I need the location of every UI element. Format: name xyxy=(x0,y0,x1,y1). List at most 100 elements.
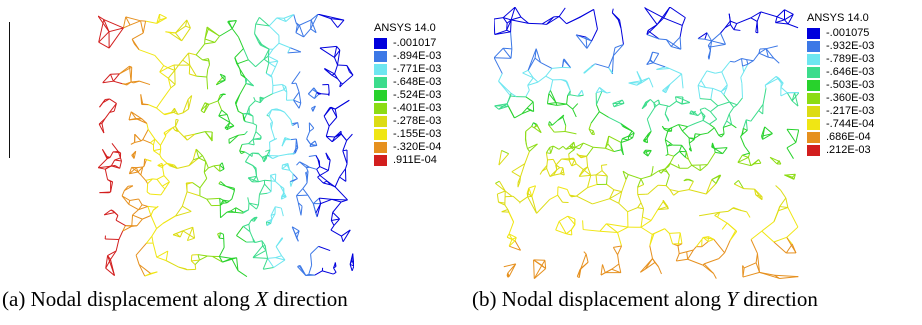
mesh-edge xyxy=(342,74,354,85)
mesh-edge xyxy=(184,133,195,137)
mesh-edge xyxy=(219,197,224,201)
mesh-edge xyxy=(701,241,709,248)
legend-item: -.001017 xyxy=(374,37,441,50)
mesh-edge xyxy=(213,165,221,172)
mesh-edge xyxy=(147,129,156,140)
mesh-edge xyxy=(681,145,687,153)
mesh-edge xyxy=(299,161,308,167)
mesh-edge xyxy=(514,113,523,119)
mesh-edge xyxy=(256,204,259,210)
mesh-edge xyxy=(762,88,767,105)
mesh-edge xyxy=(722,120,728,128)
mesh-edge xyxy=(265,62,270,74)
mesh-edge xyxy=(787,23,799,29)
mesh-edge xyxy=(660,168,666,174)
mesh-edge xyxy=(248,175,257,179)
mesh-edge xyxy=(236,226,244,236)
mesh-edge xyxy=(182,205,192,212)
mesh-edge xyxy=(702,237,709,242)
mesh-edge xyxy=(742,119,747,129)
mesh-edge xyxy=(583,229,600,232)
mesh-edge xyxy=(149,142,154,146)
mesh-edge xyxy=(764,77,780,86)
mesh-edge xyxy=(521,109,531,115)
mesh-edge xyxy=(283,18,287,22)
mesh-edge xyxy=(351,260,354,267)
mesh-edge xyxy=(566,103,573,110)
mesh-edge xyxy=(337,64,347,67)
legend-value: -.789E-03 xyxy=(826,53,875,65)
mesh-edge xyxy=(263,58,270,64)
mesh-edge xyxy=(293,14,297,23)
mesh-edge xyxy=(579,174,591,177)
mesh-edge xyxy=(718,252,725,259)
mesh-edge xyxy=(668,233,674,244)
mesh-edge xyxy=(640,175,651,180)
mesh-edge xyxy=(494,47,504,59)
mesh-edge xyxy=(135,242,147,256)
mesh-edge xyxy=(103,209,112,216)
mesh-edge xyxy=(752,52,760,62)
legend-rows: -.001017 -.894E-03 -.771E-03 -.648E-03 -.524… xyxy=(374,37,441,167)
mesh-edge xyxy=(248,143,255,146)
mesh-edge xyxy=(775,19,785,24)
mesh-edge xyxy=(613,149,622,153)
mesh-edge xyxy=(525,89,530,98)
mesh-edge xyxy=(104,212,115,216)
mesh-edge xyxy=(281,196,287,200)
mesh-edge xyxy=(737,161,752,167)
mesh-edge xyxy=(98,41,110,49)
mesh-edge xyxy=(104,169,109,180)
mesh-edge xyxy=(583,66,592,74)
mesh-edge xyxy=(101,149,108,159)
mesh-edge xyxy=(646,118,652,132)
legend-item: -.894E-03 xyxy=(374,50,441,63)
mesh-edge xyxy=(508,233,517,239)
mesh-edge xyxy=(612,99,623,104)
mesh-edge xyxy=(118,230,124,240)
mesh-edge xyxy=(169,32,182,42)
mesh-edge xyxy=(557,194,563,203)
mesh-edge xyxy=(234,57,238,65)
mesh-edge xyxy=(262,245,267,251)
mesh-edge xyxy=(706,32,713,42)
mesh-edge xyxy=(107,255,115,276)
mesh-edge xyxy=(689,147,692,151)
mesh-edge xyxy=(706,70,716,74)
mesh-edge xyxy=(223,93,226,95)
mesh-edge xyxy=(533,268,546,279)
mesh-edge xyxy=(156,256,167,262)
mesh-edge xyxy=(142,20,147,34)
mesh-edge xyxy=(175,233,181,238)
mesh-edge xyxy=(542,23,547,25)
mesh-edge xyxy=(531,125,535,129)
mesh-edge xyxy=(724,20,731,29)
mesh-edge xyxy=(564,125,567,132)
mesh-edge xyxy=(609,191,622,200)
mesh-edge xyxy=(498,73,503,82)
mesh-edge xyxy=(580,253,587,269)
mesh-edge xyxy=(678,124,683,132)
mesh-edge xyxy=(546,159,548,166)
mesh-edge xyxy=(295,230,300,235)
mesh-edge xyxy=(235,207,244,213)
mesh-edge xyxy=(275,257,286,261)
mesh-edge xyxy=(111,143,119,152)
mesh-edge xyxy=(709,50,711,57)
mesh-edge xyxy=(555,164,558,170)
mesh-edge xyxy=(565,80,571,92)
mesh-edge xyxy=(281,137,286,147)
mesh-edge xyxy=(175,210,192,217)
mesh-edge xyxy=(278,42,291,49)
mesh-edge xyxy=(115,215,119,221)
mesh-edge xyxy=(248,202,259,206)
mesh-edge xyxy=(253,97,256,102)
mesh-edge xyxy=(159,17,167,21)
mesh-edge xyxy=(494,57,503,74)
mesh-edge xyxy=(675,96,683,100)
mesh-edge xyxy=(331,198,348,201)
mesh-edge xyxy=(177,112,184,115)
mesh-edge xyxy=(240,74,246,79)
mesh-edge xyxy=(220,211,228,219)
mesh-edge xyxy=(758,48,767,54)
